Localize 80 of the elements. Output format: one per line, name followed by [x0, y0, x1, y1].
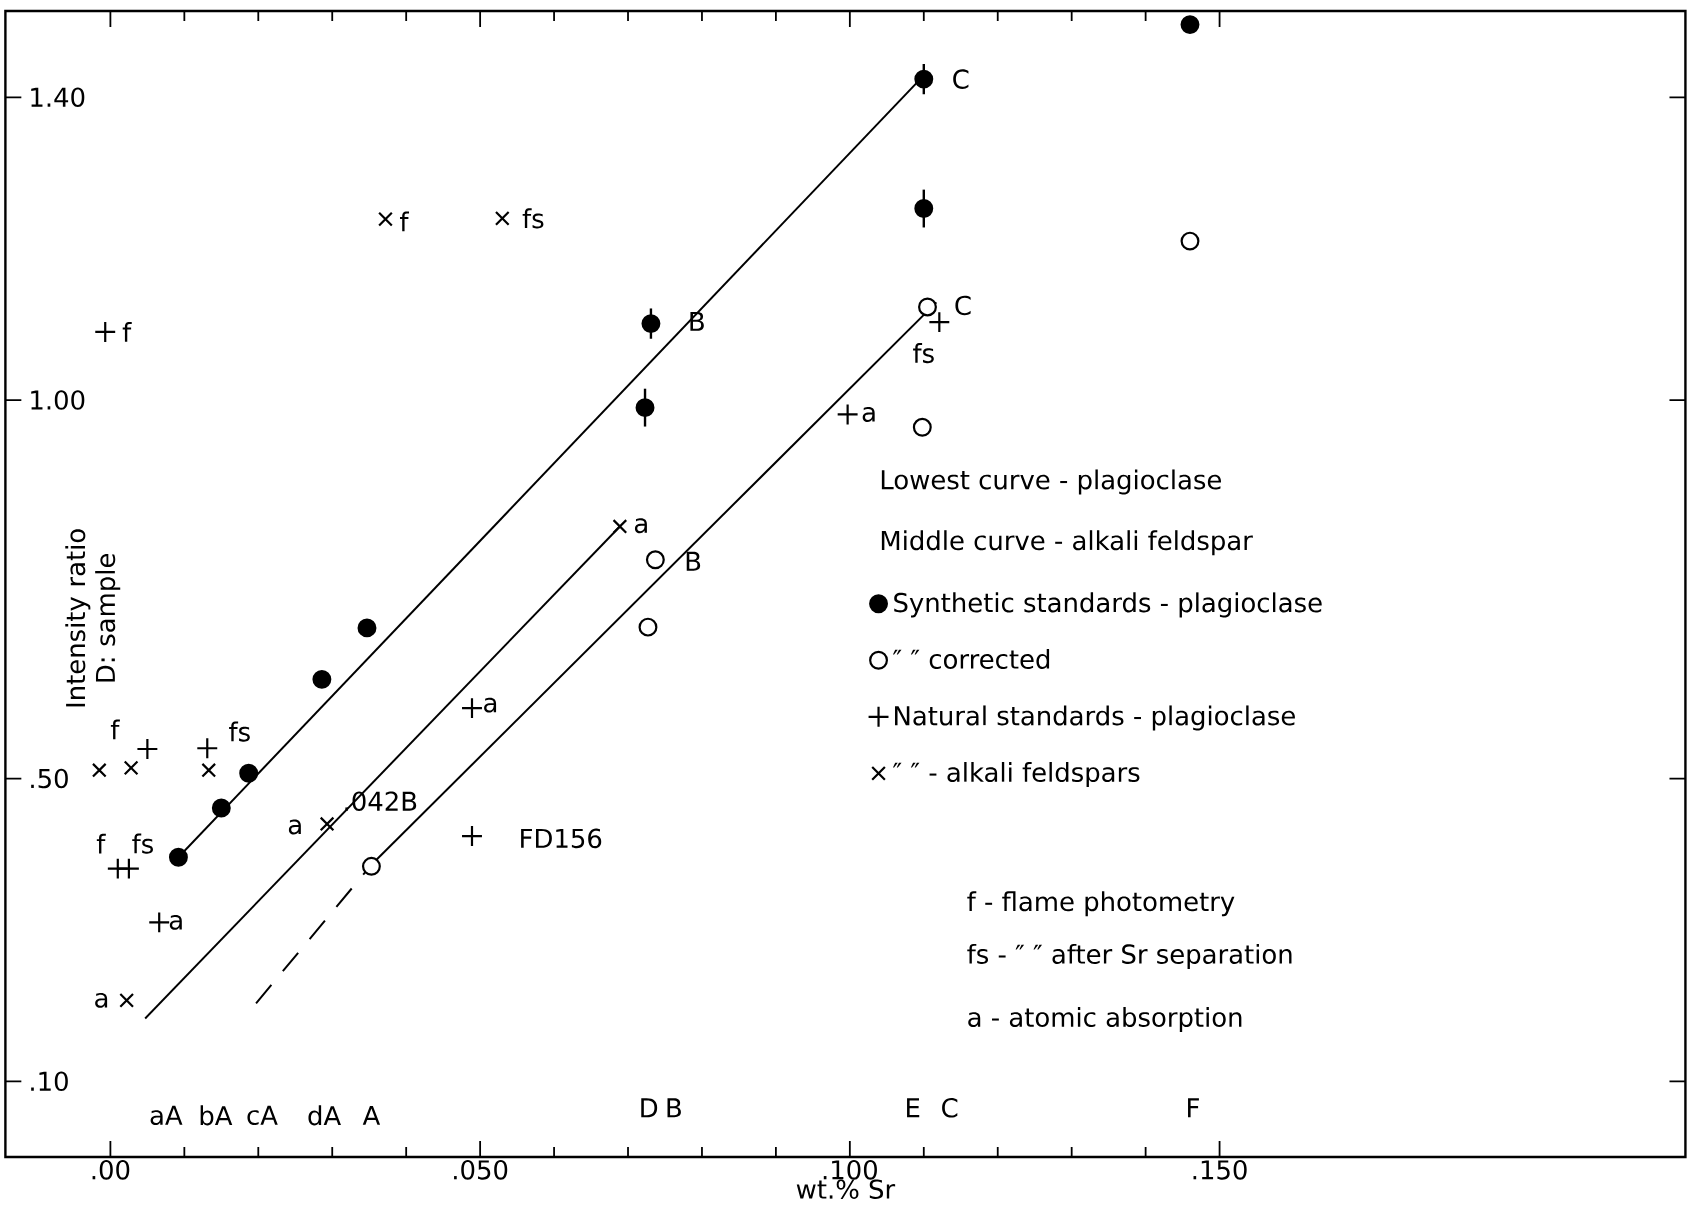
point	[378, 211, 393, 227]
legend-label: Natural standards - plagioclase	[895, 705, 1295, 731]
y-tick-label: .10	[31, 1071, 68, 1092]
annotation: f - flame photometry	[967, 891, 1235, 917]
annotation: A	[362, 1105, 381, 1125]
annotation: F	[1188, 1098, 1199, 1118]
annotation: bA	[200, 1105, 233, 1126]
point	[1180, 231, 1200, 251]
annotation: fs - ″ ″ after Sr separation	[967, 943, 1292, 969]
point	[136, 737, 159, 761]
annotation: aA	[150, 1105, 183, 1125]
point	[494, 210, 510, 226]
y-tick-label: .50	[31, 768, 68, 789]
x-tick-label: .050	[454, 1160, 508, 1180]
point	[836, 403, 859, 426]
point	[460, 697, 484, 720]
point	[912, 417, 932, 437]
point	[239, 763, 259, 783]
annotation: a	[95, 992, 108, 1008]
x-tick-label: .150	[1193, 1160, 1247, 1180]
point	[914, 199, 934, 219]
point	[123, 760, 139, 776]
point	[94, 320, 117, 343]
point	[641, 314, 661, 334]
annotation: D	[641, 1098, 658, 1118]
annotation: cA	[247, 1105, 278, 1125]
point	[312, 669, 332, 689]
point	[635, 398, 655, 418]
annotation: f	[96, 833, 106, 854]
annotation: dA	[308, 1105, 341, 1126]
annotation: a	[634, 518, 647, 534]
point	[638, 617, 658, 637]
point	[612, 519, 628, 534]
y-tick-label: 1.00	[31, 390, 85, 410]
point	[1180, 15, 1200, 35]
annotation: B	[686, 551, 701, 571]
annotation: a - atomic absorption	[968, 1006, 1242, 1033]
annotation: Lowest curve - plagioclase	[881, 469, 1221, 495]
y-axis-title: Intensity ratio D: sample	[65, 529, 121, 707]
point	[148, 911, 171, 934]
x-tick-label: .00	[92, 1160, 130, 1180]
point	[460, 824, 484, 848]
point	[91, 762, 107, 778]
annotation: a	[484, 697, 497, 713]
annotation: fs	[913, 343, 934, 364]
point	[357, 618, 377, 638]
annotation: E	[907, 1098, 920, 1118]
annotation: C	[955, 295, 971, 316]
x-tick-label: .100	[823, 1160, 877, 1180]
point	[196, 737, 219, 760]
annotation: fs	[229, 721, 250, 742]
point	[361, 856, 381, 876]
annotation: FD156	[521, 828, 602, 849]
point	[201, 762, 217, 778]
annotation: B	[667, 1098, 681, 1118]
annotation: fs	[132, 833, 153, 854]
legend-label: Synthetic standards - plagioclase	[894, 592, 1322, 618]
annotation: f	[110, 719, 120, 740]
point	[645, 550, 665, 570]
y-tick-label: 1.40	[31, 87, 85, 108]
annotation: a	[288, 819, 301, 835]
annotation: a	[862, 407, 875, 422]
legend-label: ″ ″ corrected	[892, 648, 1050, 669]
annotation: f	[400, 211, 410, 232]
annotation: C	[942, 1098, 958, 1118]
annotation: fs	[522, 208, 544, 229]
point	[168, 847, 188, 867]
point	[914, 69, 934, 89]
annotation: Middle curve - alkali feldspar	[881, 530, 1253, 556]
x-axis-title: wt.% Sr	[796, 1179, 896, 1199]
point	[918, 297, 937, 317]
annotation: a	[169, 914, 182, 930]
point	[211, 798, 231, 818]
legend-label: ″ ″ - alkali feldspars	[892, 761, 1140, 788]
point	[119, 992, 135, 1008]
point	[319, 816, 335, 832]
annotation: C	[953, 69, 969, 89]
annotation: f	[122, 322, 132, 342]
point	[928, 311, 951, 334]
point	[117, 857, 140, 880]
